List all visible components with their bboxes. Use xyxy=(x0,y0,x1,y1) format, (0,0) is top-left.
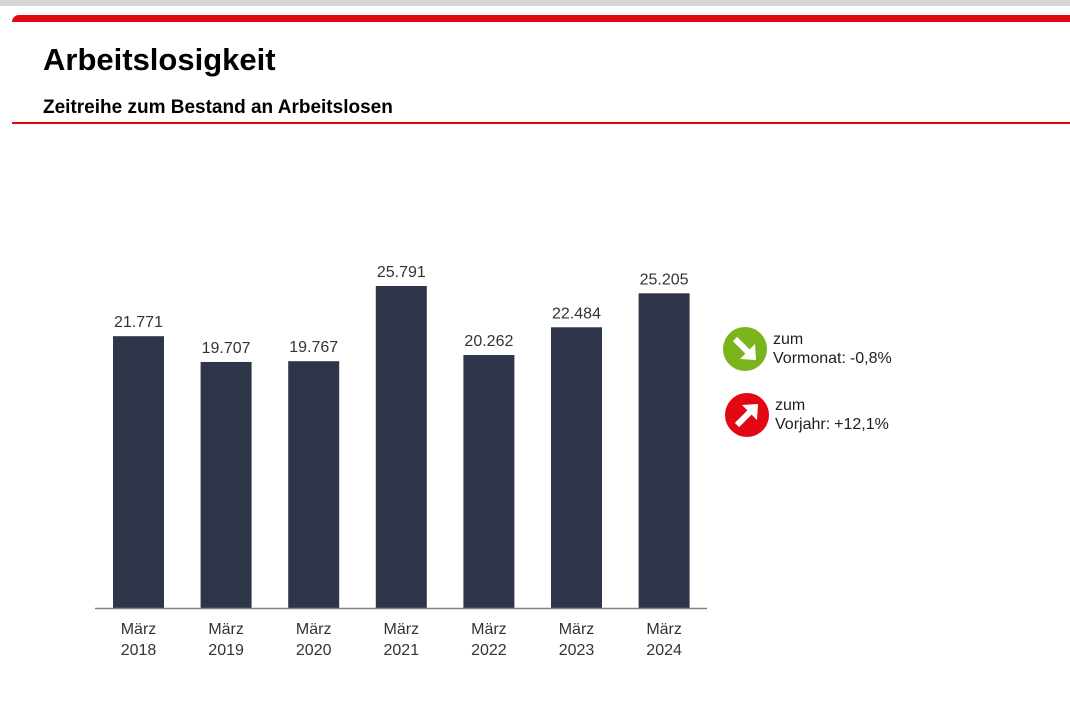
value-label-6: 25.205 xyxy=(640,271,689,288)
value-label-2: 19.767 xyxy=(289,339,338,356)
legend-line2: Vorjahr: xyxy=(775,416,830,433)
x-tick-year-5: 2023 xyxy=(559,642,595,659)
x-tick-label-4: März xyxy=(471,621,507,638)
x-tick-label-6: März xyxy=(646,621,682,638)
x-tick-year-3: 2021 xyxy=(384,642,420,659)
bar-5 xyxy=(551,327,602,608)
value-label-4: 20.262 xyxy=(464,333,513,350)
x-tick-year-0: 2018 xyxy=(121,642,157,659)
x-tick-label-1: März xyxy=(208,621,244,638)
bar-2 xyxy=(288,361,339,608)
x-tick-year-2: 2020 xyxy=(296,642,332,659)
legend-text-vorjahr: zum Vorjahr: +12,1% xyxy=(775,396,889,434)
bar-chart: 21.771 März 2018 19.707 März 2019 19.767 März 20… xyxy=(0,0,1070,713)
x-tick-label-2: März xyxy=(296,621,332,638)
bar-6 xyxy=(639,293,690,608)
legend-line1: zum xyxy=(775,396,889,415)
legend-value-vorjahr: +12,1% xyxy=(834,416,889,433)
value-label-1: 19.707 xyxy=(202,340,251,357)
x-tick-label-3: März xyxy=(384,621,420,638)
value-label-0: 21.771 xyxy=(114,314,163,331)
bar-4 xyxy=(463,355,514,608)
bar-0 xyxy=(113,336,164,608)
x-tick-year-6: 2024 xyxy=(646,642,682,659)
value-label-3: 25.791 xyxy=(377,264,426,281)
x-tick-year-4: 2022 xyxy=(471,642,507,659)
x-tick-year-1: 2019 xyxy=(208,642,244,659)
x-tick-label-5: März xyxy=(559,621,595,638)
legend-text-vormonat: zum Vormonat: -0,8% xyxy=(773,330,892,368)
bar-3 xyxy=(376,286,427,608)
legend-value-vormonat: -0,8% xyxy=(850,350,892,367)
arrow-down-right-icon xyxy=(723,327,767,371)
legend-line1: zum xyxy=(773,330,892,349)
value-label-5: 22.484 xyxy=(552,305,601,322)
legend-line2: Vormonat: xyxy=(773,350,846,367)
x-tick-label-0: März xyxy=(121,621,157,638)
bar-1 xyxy=(201,362,252,608)
arrow-up-right-icon xyxy=(725,393,769,437)
